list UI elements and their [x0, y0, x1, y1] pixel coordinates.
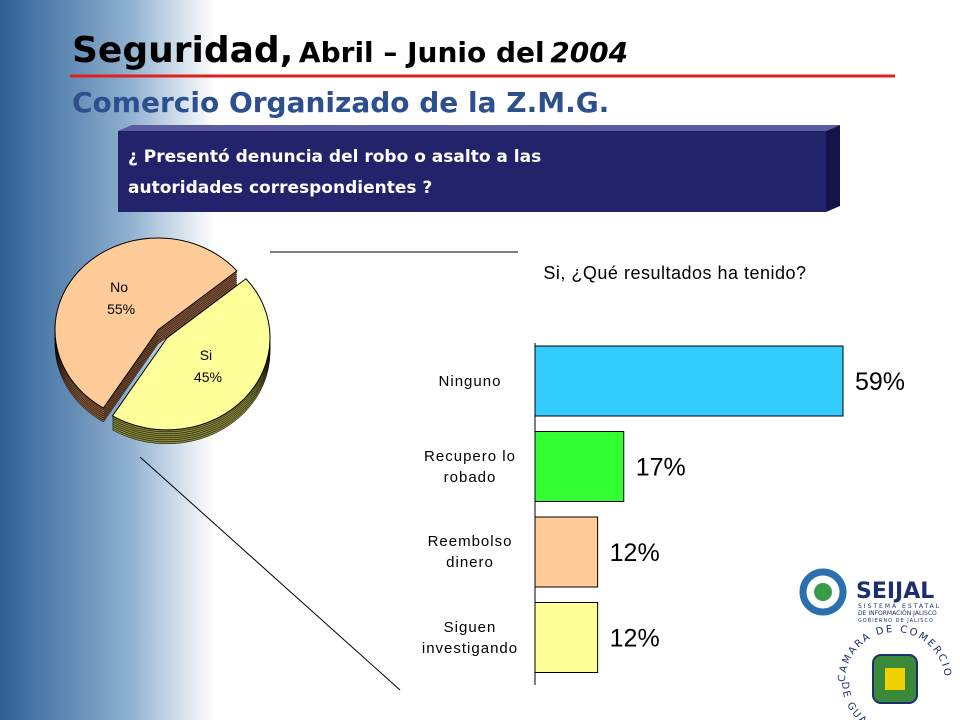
pie-value-label: 45%	[194, 369, 222, 385]
bar-value-label: 59%	[855, 368, 905, 396]
pie-slice	[111, 278, 271, 431]
question-text: ¿ Presentó denuncia del robo o asalto a …	[128, 147, 541, 167]
y-tick-label: Reembolso dinero	[427, 533, 513, 571]
y-tick-label: Siguen investigando	[421, 618, 519, 657]
seijal-logo: SEIJAL SISTEMA ESTATAL DE INFORMACIÓN JA…	[799, 568, 941, 624]
bar	[534, 345, 844, 417]
pie-label: Si	[200, 347, 212, 363]
y-tick-label: Ninguno	[438, 372, 502, 390]
logo-text: GOBIERNO DE JALISCO	[858, 618, 934, 624]
slide-title: Seguridad, Abril – Junio del 2004	[72, 30, 628, 71]
chamber-seal: CAMARA DE COMERCIO DE GUADALAJARA	[837, 624, 951, 720]
bar	[534, 516, 599, 588]
bar	[534, 602, 599, 673]
pie-slice	[54, 237, 238, 409]
decor-line	[139, 456, 401, 691]
chart-title: Si, ¿Qué resultados ha tenido?	[543, 263, 807, 283]
title-mid: Abril – Junio del	[299, 36, 545, 69]
question-text: autoridades correspondientes ?	[128, 178, 432, 198]
bar-value-label: 12%	[610, 539, 660, 567]
logo-text: SISTEMA ESTATAL	[858, 603, 941, 610]
title-year: 2004	[550, 36, 628, 69]
y-tick-label: Recupero lo robado	[424, 447, 516, 486]
pie-value-label: 55%	[107, 301, 135, 317]
pie-label: No	[110, 279, 128, 295]
bar-value-label: 17%	[636, 454, 686, 482]
title-main: Seguridad,	[72, 30, 293, 71]
bar-value-label: 12%	[610, 625, 660, 653]
logo-name: SEIJAL	[856, 579, 934, 604]
slide-subtitle: Comercio Organizado de la Z.M.G.	[72, 86, 609, 119]
logo-text: DE INFORMACIÓN JALISCO	[858, 610, 937, 617]
question-banner: ¿ Presentó denuncia del robo o asalto a …	[118, 125, 840, 212]
bar	[534, 431, 625, 502]
